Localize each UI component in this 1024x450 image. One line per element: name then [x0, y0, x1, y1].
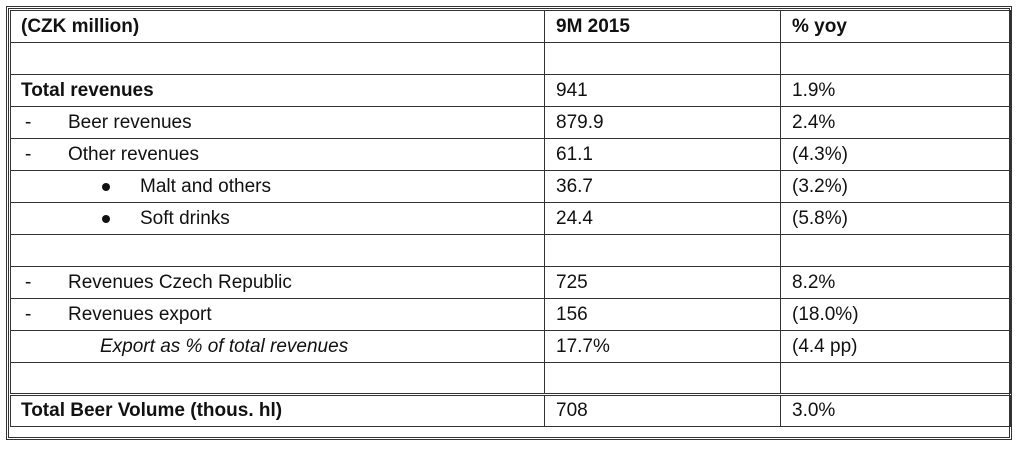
row-label: Export as % of total revenues	[10, 330, 545, 363]
dash-marker: -	[25, 303, 32, 325]
row-label: Revenues Czech Republic	[68, 271, 292, 293]
header-yoy-cell: % yoy	[780, 10, 1011, 43]
table-row-spacer	[10, 362, 1011, 395]
row-value: 941	[544, 74, 781, 107]
row-label: Malt and others	[140, 175, 271, 197]
table-row-spacer	[10, 42, 1011, 75]
row-yoy: 3.0%	[780, 393, 1011, 427]
table-row-spacer	[10, 234, 1011, 267]
table-row: - Beer revenues 879.9 2.4%	[10, 106, 1011, 139]
bullet-icon	[102, 182, 110, 191]
row-yoy	[780, 42, 1011, 75]
table-row: - Revenues export 156 (18.0%)	[10, 298, 1011, 331]
table-row: Soft drinks 24.4 (5.8%)	[10, 202, 1011, 235]
row-value: 36.7	[544, 170, 781, 203]
row-yoy	[780, 362, 1011, 395]
table-row: Export as % of total revenues 17.7% (4.4…	[10, 330, 1011, 363]
row-label: Soft drinks	[140, 207, 230, 229]
bullet-icon	[102, 214, 110, 223]
row-value: 61.1	[544, 138, 781, 171]
row-value	[544, 362, 781, 395]
row-yoy: 8.2%	[780, 266, 1011, 299]
row-yoy: 2.4%	[780, 106, 1011, 139]
row-label: Revenues export	[68, 303, 212, 325]
row-yoy: (3.2%)	[780, 170, 1011, 203]
header-label-cell: (CZK million)	[10, 10, 545, 43]
row-label-cell: - Other revenues	[10, 138, 545, 171]
row-label-cell: Malt and others	[10, 170, 545, 203]
row-yoy: (18.0%)	[780, 298, 1011, 331]
row-yoy	[780, 234, 1011, 267]
table-frame	[6, 6, 1012, 440]
row-value: 708	[544, 393, 781, 427]
row-label-cell: - Revenues export	[10, 298, 545, 331]
row-value: 17.7%	[544, 330, 781, 363]
row-label	[10, 362, 545, 395]
row-value	[544, 234, 781, 267]
row-label-cell: Soft drinks	[10, 202, 545, 235]
row-yoy: (4.4 pp)	[780, 330, 1011, 363]
row-label: Total revenues	[10, 74, 545, 107]
row-yoy: (4.3%)	[780, 138, 1011, 171]
row-label	[10, 234, 545, 267]
dash-marker: -	[25, 111, 32, 133]
row-value: 725	[544, 266, 781, 299]
table-row: - Revenues Czech Republic 725 8.2%	[10, 266, 1011, 299]
row-label: Other revenues	[68, 143, 199, 165]
row-value: 156	[544, 298, 781, 331]
dash-marker: -	[25, 271, 32, 293]
header-period-cell: 9M 2015	[544, 10, 781, 43]
row-label-cell: - Beer revenues	[10, 106, 545, 139]
table-row: - Other revenues 61.1 (4.3%)	[10, 138, 1011, 171]
header-row: (CZK million) 9M 2015 % yoy	[10, 10, 1011, 43]
row-value	[544, 42, 781, 75]
row-yoy: 1.9%	[780, 74, 1011, 107]
revenue-table: (CZK million) 9M 2015 % yoy Total revenu…	[10, 10, 1011, 427]
row-label	[10, 42, 545, 75]
table-row-total: Total Beer Volume (thous. hl) 708 3.0%	[10, 393, 1011, 427]
row-value: 879.9	[544, 106, 781, 139]
row-label: Total Beer Volume (thous. hl)	[10, 393, 545, 427]
dash-marker: -	[25, 143, 32, 165]
row-label-cell: - Revenues Czech Republic	[10, 266, 545, 299]
row-yoy: (5.8%)	[780, 202, 1011, 235]
row-value: 24.4	[544, 202, 781, 235]
table-row: Malt and others 36.7 (3.2%)	[10, 170, 1011, 203]
row-label: Beer revenues	[68, 111, 192, 133]
table-row: Total revenues 941 1.9%	[10, 74, 1011, 107]
